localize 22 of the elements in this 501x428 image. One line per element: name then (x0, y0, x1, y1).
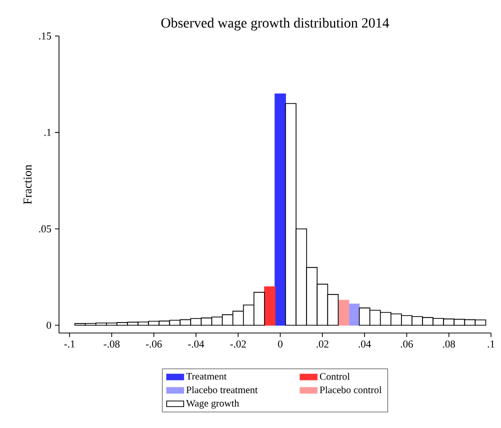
x-tick-label: .1 (488, 340, 494, 348)
legend-label: Treatment (186, 373, 227, 380)
x-tick-label: .04 (358, 340, 371, 348)
y-tick-label: .15 (39, 32, 52, 40)
y-tick-label: 0 (46, 322, 52, 329)
x-tick-label: 0 (278, 340, 282, 348)
legend-label: Placebo control (320, 386, 382, 394)
chart-title: Observed wage growth distribution 2014 (161, 18, 390, 31)
legend-label: Wage growth (186, 400, 240, 409)
y-axis-title: Fraction (24, 164, 32, 204)
legend-label: Control (320, 372, 350, 380)
x-tick-label: -.1 (64, 340, 75, 348)
x-tick-label: -.02 (230, 340, 246, 348)
x-tick-label: -.06 (146, 340, 162, 348)
x-tick-label: .06 (400, 340, 413, 348)
y-tick-label: .05 (39, 225, 52, 232)
y-tick-label: .1 (44, 128, 51, 136)
legend-label: Placebo treatment (186, 386, 258, 394)
x-tick-label: .08 (443, 340, 455, 348)
x-tick-label: .02 (316, 340, 328, 348)
x-tick-label: -.08 (104, 340, 120, 348)
x-tick-label: -.04 (188, 340, 204, 348)
